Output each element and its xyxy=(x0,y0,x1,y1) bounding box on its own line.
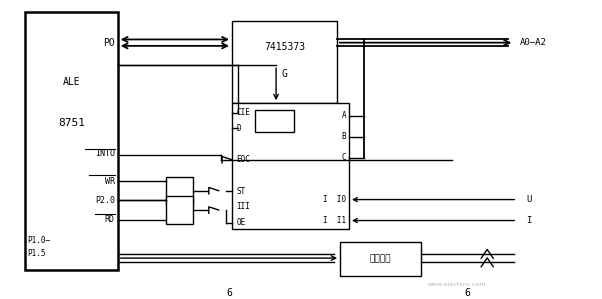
Text: INTO: INTO xyxy=(95,149,115,158)
Text: 6: 6 xyxy=(465,288,471,298)
Text: PO: PO xyxy=(103,38,115,48)
Bar xyxy=(255,110,294,132)
Text: G: G xyxy=(282,69,287,80)
Text: A: A xyxy=(341,111,346,120)
Text: III: III xyxy=(237,202,250,211)
Text: 8751: 8751 xyxy=(58,118,85,128)
Text: ALE: ALE xyxy=(63,77,80,87)
Text: P2.0: P2.0 xyxy=(95,196,115,205)
Text: 输出驱动: 输出驱动 xyxy=(370,254,391,263)
Bar xyxy=(166,196,193,224)
Text: 6: 6 xyxy=(226,288,232,298)
Bar xyxy=(232,21,337,103)
Text: www.elecfans.com: www.elecfans.com xyxy=(428,283,486,287)
Text: RD: RD xyxy=(105,215,115,224)
Text: B: B xyxy=(341,132,346,141)
Text: C: C xyxy=(341,153,346,162)
Text: P1.0—: P1.0— xyxy=(28,236,51,245)
Bar xyxy=(232,103,349,229)
Text: I: I xyxy=(526,216,532,225)
Text: ST: ST xyxy=(237,187,246,196)
Text: P1.5: P1.5 xyxy=(28,249,46,258)
Bar xyxy=(25,12,118,270)
Text: WR: WR xyxy=(105,177,115,186)
Text: D: D xyxy=(237,124,241,133)
Text: 7415373: 7415373 xyxy=(264,42,305,52)
Text: A0—A2: A0—A2 xyxy=(520,38,547,47)
Text: EOC: EOC xyxy=(237,155,250,164)
Text: I  I0: I I0 xyxy=(323,195,346,204)
Text: I  I1: I I1 xyxy=(323,216,346,225)
Text: OE: OE xyxy=(237,218,246,227)
Text: CIE: CIE xyxy=(237,108,250,117)
Text: U: U xyxy=(526,195,532,204)
Bar xyxy=(340,242,421,276)
Bar xyxy=(166,177,193,205)
